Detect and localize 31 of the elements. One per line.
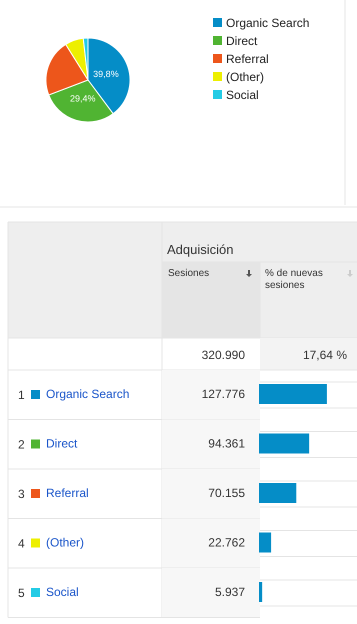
y-tick-label: Direct [46, 436, 78, 450]
legend-label: Referral [226, 52, 269, 66]
legend-label: (Other) [226, 70, 264, 84]
text: 4 [18, 536, 25, 550]
data-label: 22.762 [208, 536, 246, 550]
y-tick-label: Social [46, 585, 79, 599]
data-label: 39,8% [93, 69, 119, 80]
chart-title: Adquisición [167, 242, 234, 257]
text: 17,64 % [302, 348, 348, 362]
bar [259, 582, 262, 602]
data-label: 94.361 [208, 436, 246, 450]
data-label: 29,4% [70, 93, 96, 104]
data-label: 70.155 [208, 486, 246, 500]
text: % de nuevas sesiones [265, 268, 323, 291]
bar [259, 483, 296, 503]
text: 3 [18, 487, 25, 501]
legend-label: Direct [226, 34, 258, 48]
text: 5 [18, 586, 25, 600]
y-tick-label: (Other) [46, 536, 84, 550]
text: 1 [18, 388, 25, 402]
text: Sesiones [168, 268, 210, 279]
text: 320.990 [202, 348, 246, 362]
y-tick-label: Organic Search [46, 387, 130, 401]
data-label: 127.776 [202, 387, 246, 401]
bar [259, 532, 272, 552]
data-label: 5.937 [214, 585, 246, 599]
legend-label: Organic Search [226, 16, 310, 30]
y-tick-label: Referral [46, 486, 89, 500]
text: 2 [18, 438, 25, 452]
legend-label: Social [226, 88, 259, 102]
bar [259, 434, 310, 454]
